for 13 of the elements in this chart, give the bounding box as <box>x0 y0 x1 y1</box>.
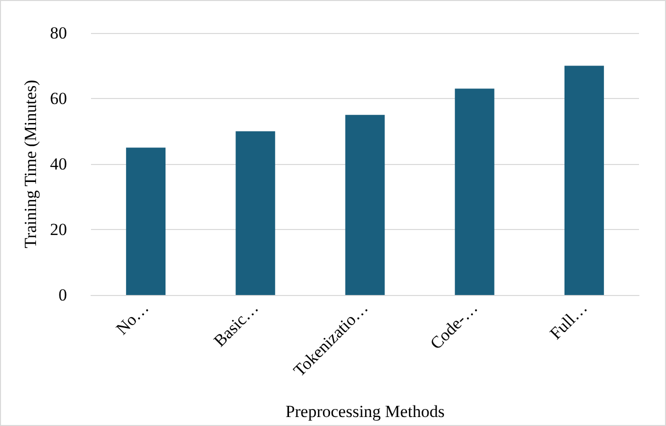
bar <box>345 114 385 295</box>
bar <box>236 131 276 295</box>
y-tick-label: 60 <box>50 89 67 108</box>
bar <box>454 88 494 295</box>
x-tick-label: No… <box>112 298 153 338</box>
x-axis-title: Preprocessing Methods <box>285 402 445 421</box>
bar <box>126 148 166 295</box>
y-tick-label: 0 <box>58 286 67 304</box>
y-tick-label: 40 <box>50 154 67 174</box>
y-axis-title: Training Time (Minutes) <box>21 80 40 248</box>
y-tick-label: 20 <box>50 220 67 239</box>
y-tick-label: 80 <box>50 24 67 42</box>
bar <box>564 66 604 295</box>
